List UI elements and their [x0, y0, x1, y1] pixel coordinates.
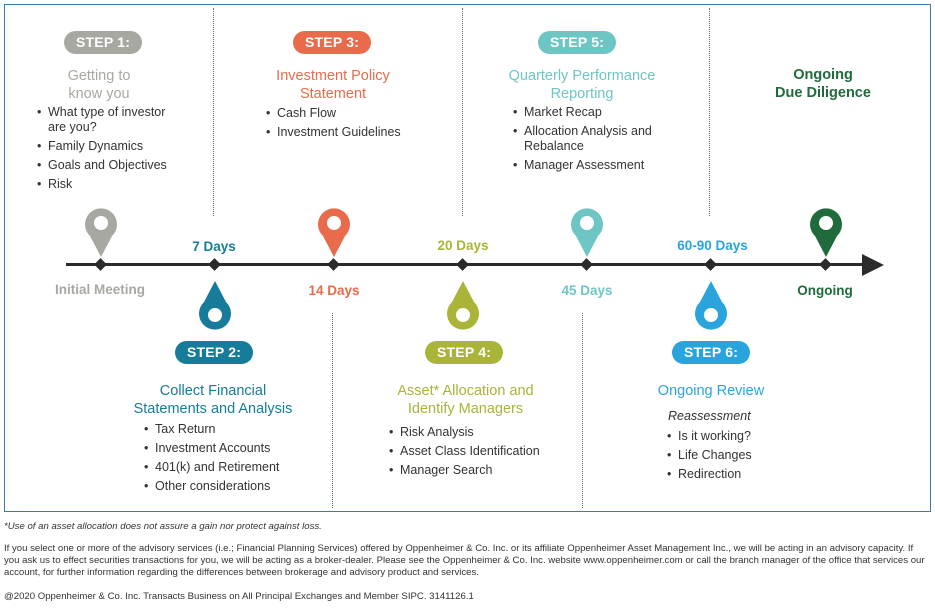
- copyright-text: @2020 Oppenheimer & Co. Inc. Transacts B…: [4, 591, 474, 602]
- list-item: Cash Flow: [266, 106, 426, 121]
- ongoing-title-line1: Ongoing: [793, 67, 853, 83]
- list-item: Family Dynamics: [37, 139, 177, 154]
- list-item: Life Changes: [667, 448, 787, 463]
- ongoing-title: Ongoing Due Diligence: [763, 66, 883, 102]
- divider-7days: [213, 8, 214, 216]
- step2-title-line2: Statements and Analysis: [133, 401, 293, 417]
- list-item: Goals and Objectives: [37, 158, 177, 173]
- step1-list: What type of investor are you? Family Dy…: [37, 105, 177, 196]
- step3-badge: STEP 3:: [293, 31, 372, 54]
- timeline-label-6090days: 60-90 Days: [677, 238, 748, 253]
- step1-title-line2: know you: [68, 86, 130, 102]
- step4-badge: STEP 4:: [425, 341, 504, 364]
- list-item: Manager Assessment: [513, 158, 663, 173]
- divider-6090days: [709, 8, 710, 216]
- map-pin-icon: [807, 206, 845, 258]
- step4-title: Asset* Allocation and Identify Managers: [383, 382, 548, 418]
- arrowhead-icon: [862, 254, 884, 276]
- list-item: Investment Accounts: [144, 441, 304, 456]
- list-item: Investment Guidelines: [266, 125, 426, 140]
- divider-45days: [582, 313, 583, 508]
- list-item: Allocation Analysis and Rebalance: [513, 124, 663, 154]
- map-pin-icon: [692, 280, 730, 332]
- step2-badge: STEP 2:: [175, 341, 254, 364]
- list-item: Manager Search: [389, 463, 559, 478]
- disclosure-text: If you select one or more of the advisor…: [4, 543, 925, 578]
- list-item: Redirection: [667, 467, 787, 482]
- step1-title: Getting to know you: [29, 67, 169, 103]
- step6-subtitle: Reassessment: [668, 409, 751, 423]
- list-item: Risk: [37, 177, 177, 192]
- timeline-label-initial: Initial Meeting: [54, 282, 145, 297]
- step5-title-line2: Reporting: [550, 86, 614, 102]
- divider-20days: [462, 8, 463, 216]
- step3-title-line1: Investment Policy: [276, 68, 390, 84]
- timeline-label-20days: 20 Days: [437, 238, 489, 253]
- map-pin-icon: [82, 206, 120, 258]
- step1-badge: STEP 1:: [64, 31, 143, 54]
- step2-title-line1: Collect Financial: [159, 383, 267, 399]
- step5-title-line1: Quarterly Performance: [508, 68, 656, 84]
- map-pin-icon: [568, 206, 606, 258]
- step6-badge: STEP 6:: [672, 341, 751, 364]
- step6-title: Ongoing Review: [657, 383, 765, 399]
- list-item: Risk Analysis: [389, 425, 559, 440]
- step3-list: Cash Flow Investment Guidelines: [266, 106, 426, 144]
- step3-title-line2: Statement: [299, 86, 367, 102]
- map-pin-icon: [196, 280, 234, 332]
- list-item: Tax Return: [144, 422, 304, 437]
- list-item: 401(k) and Retirement: [144, 460, 304, 475]
- step4-title-line2: Identify Managers: [407, 401, 524, 417]
- timeline-label-14days: 14 Days: [308, 283, 360, 298]
- list-item: Other considerations: [144, 479, 304, 494]
- step1-title-line1: Getting to: [67, 68, 131, 84]
- list-item: Market Recap: [513, 105, 663, 120]
- step2-list: Tax Return Investment Accounts 401(k) an…: [144, 422, 304, 498]
- map-pin-icon: [444, 280, 482, 332]
- step5-list: Market Recap Allocation Analysis and Reb…: [513, 105, 663, 177]
- step4-list: Risk Analysis Asset Class Identification…: [389, 425, 559, 482]
- timeline-label-ongoing: Ongoing: [797, 283, 853, 298]
- footnote: *Use of an asset allocation does not ass…: [4, 521, 322, 532]
- step3-title: Investment Policy Statement: [253, 67, 413, 103]
- list-item: What type of investor are you?: [37, 105, 177, 135]
- step5-title: Quarterly Performance Reporting: [497, 67, 667, 103]
- divider-14days: [332, 313, 333, 508]
- list-item: Asset Class Identification: [389, 444, 559, 459]
- step6-list: Is it working? Life Changes Redirection: [667, 429, 787, 486]
- map-pin-icon: [315, 206, 353, 258]
- step2-title: Collect Financial Statements and Analysi…: [123, 382, 303, 418]
- list-item: Is it working?: [667, 429, 787, 444]
- timeline-label-45days: 45 Days: [561, 283, 613, 298]
- ongoing-title-line2: Due Diligence: [775, 85, 871, 101]
- step4-title-line1: Asset* Allocation and: [397, 383, 534, 399]
- step5-badge: STEP 5:: [538, 31, 617, 54]
- timeline-label-7days: 7 Days: [192, 239, 236, 254]
